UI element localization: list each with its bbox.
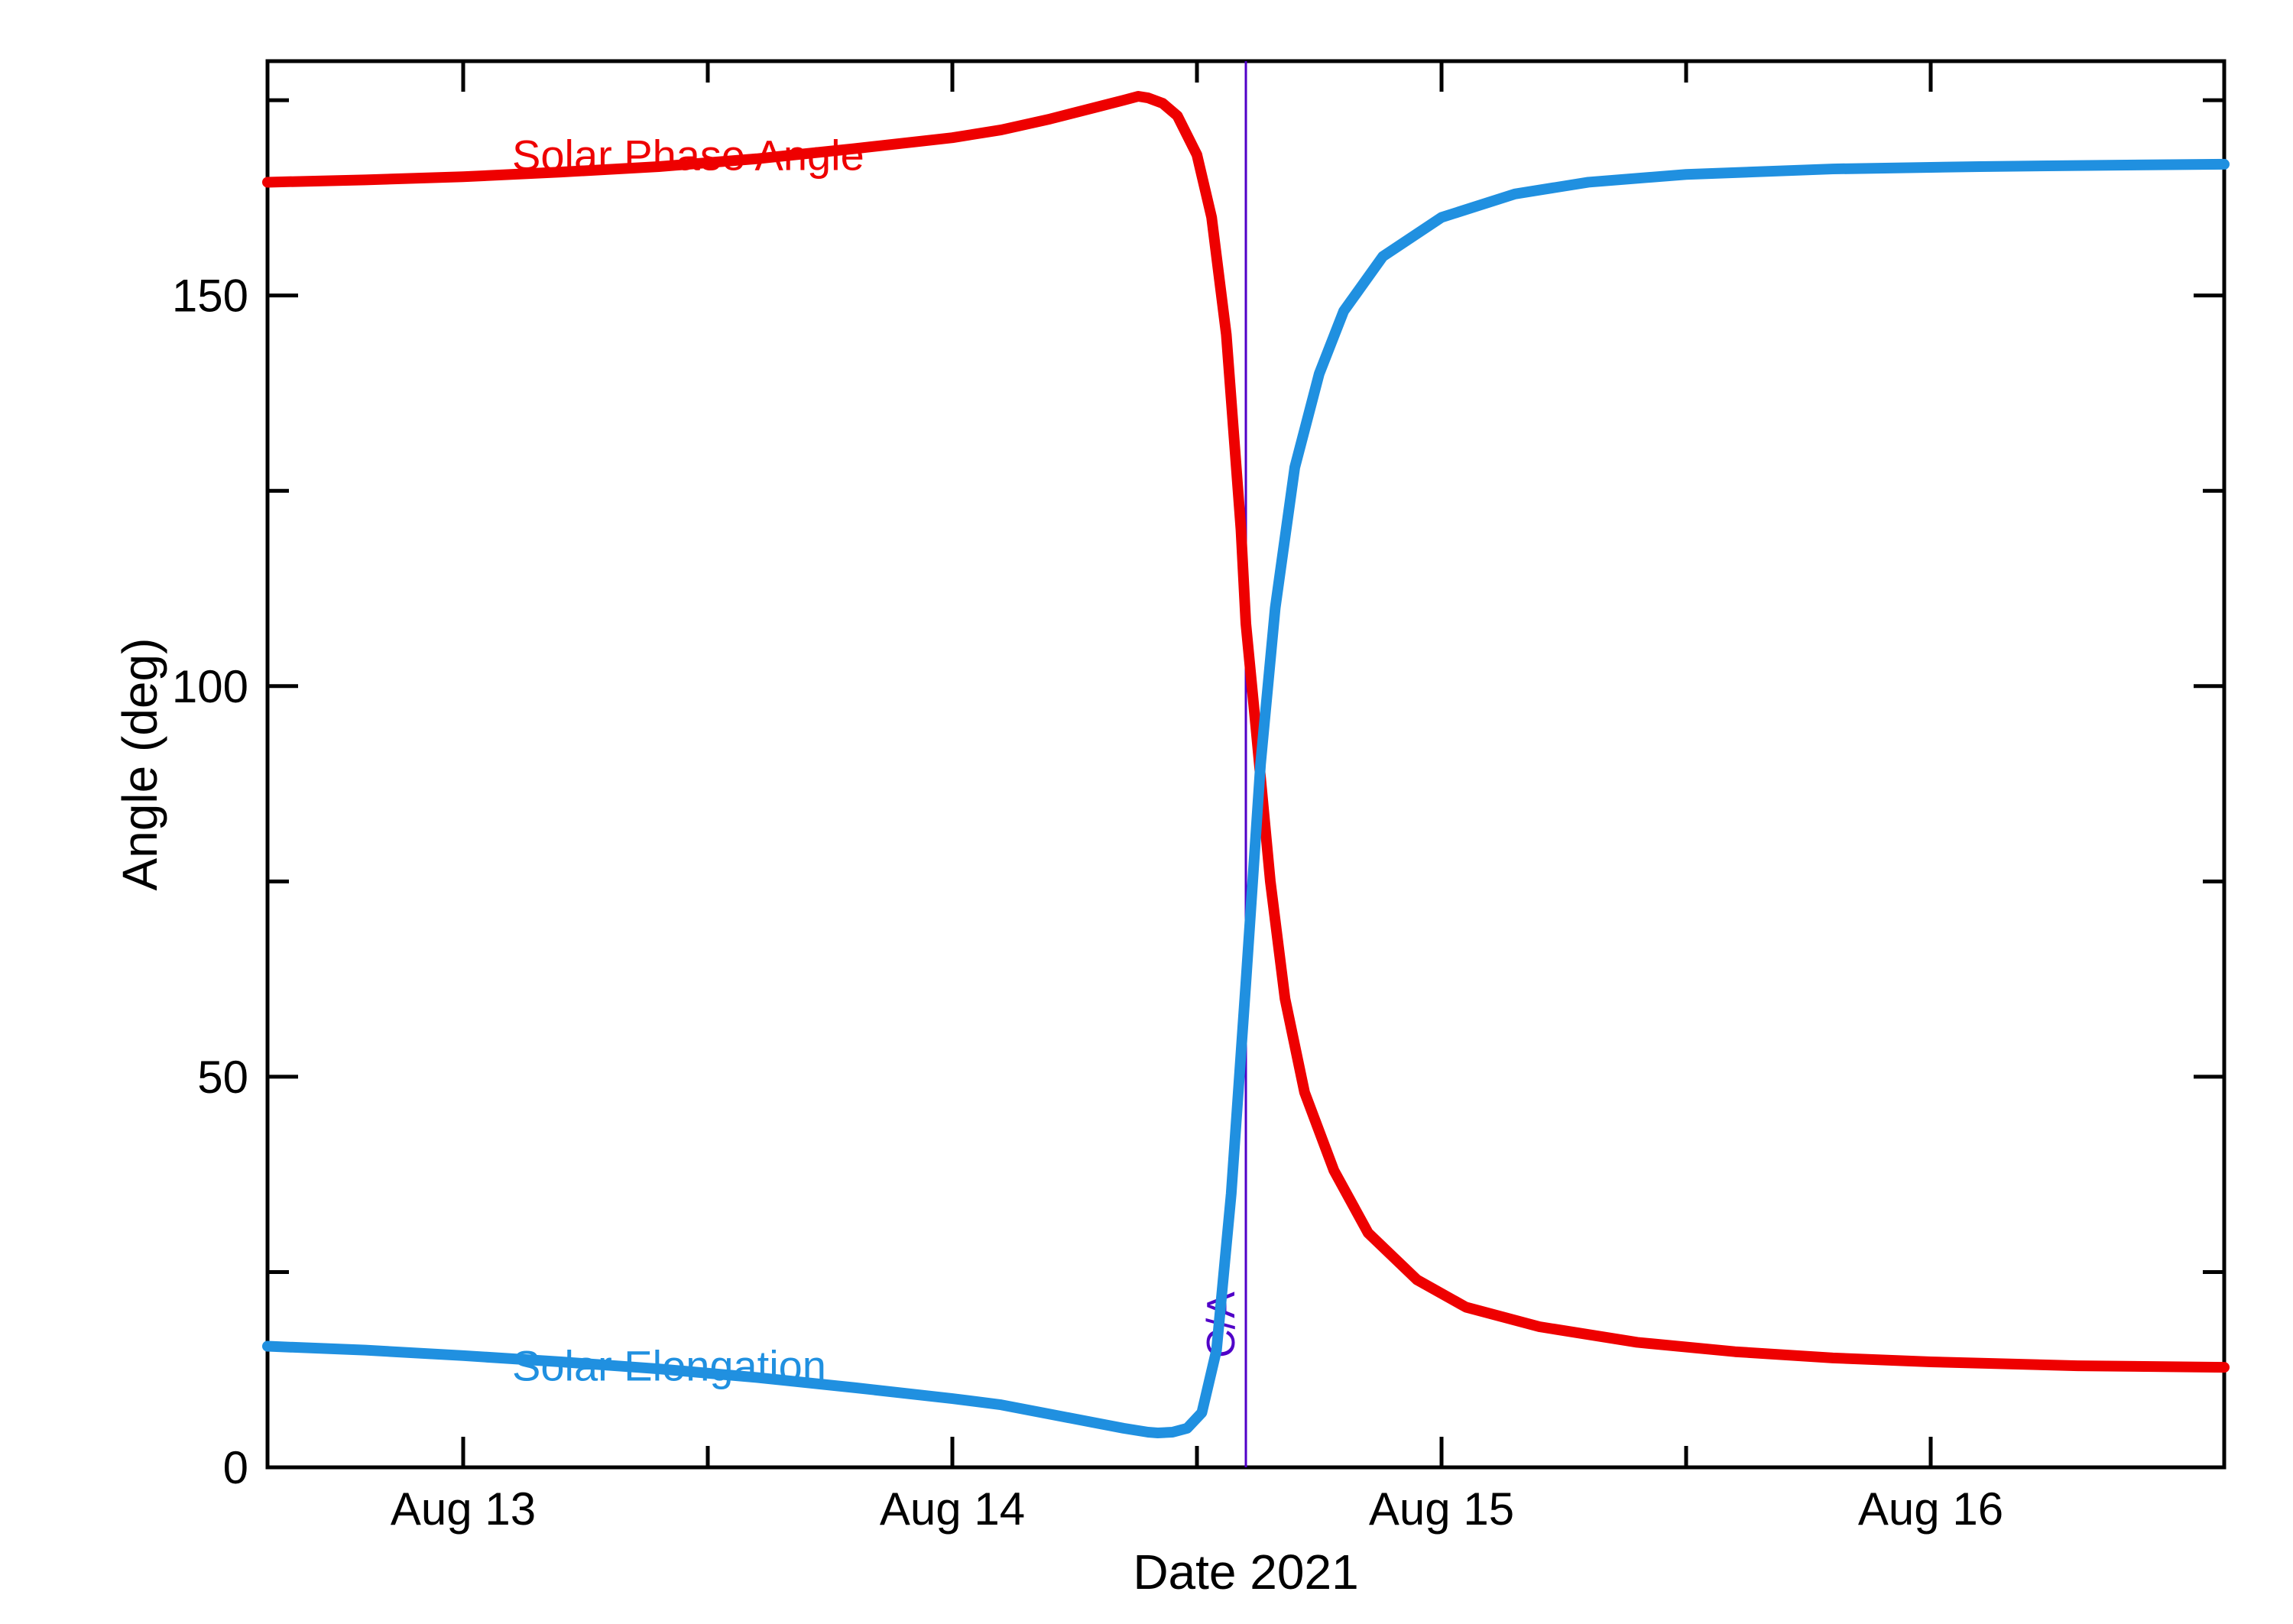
x-tick-label: Aug 15 (1369, 1483, 1514, 1535)
y-tick-label: 150 (172, 271, 248, 322)
y-tick-label: 100 (172, 661, 248, 712)
x-axis-label: Date 2021 (1133, 1545, 1358, 1600)
line-chart: Aug 13Aug 14Aug 15Aug 16050100150C/ASola… (0, 0, 2293, 1624)
x-tick-label: Aug 16 (1858, 1483, 2003, 1535)
y-tick-label: 0 (223, 1442, 248, 1493)
chart-container: Aug 13Aug 14Aug 15Aug 16050100150C/ASola… (0, 0, 2293, 1624)
x-tick-label: Aug 13 (391, 1483, 536, 1535)
series-label-solar-phase-angle: Solar Phase Angle (512, 131, 864, 179)
series-label-solar-elongation: Solar Elongation (512, 1342, 826, 1390)
y-axis-label: Angle (deg) (112, 638, 167, 891)
x-tick-label: Aug 14 (880, 1483, 1025, 1535)
y-tick-label: 50 (197, 1052, 248, 1103)
